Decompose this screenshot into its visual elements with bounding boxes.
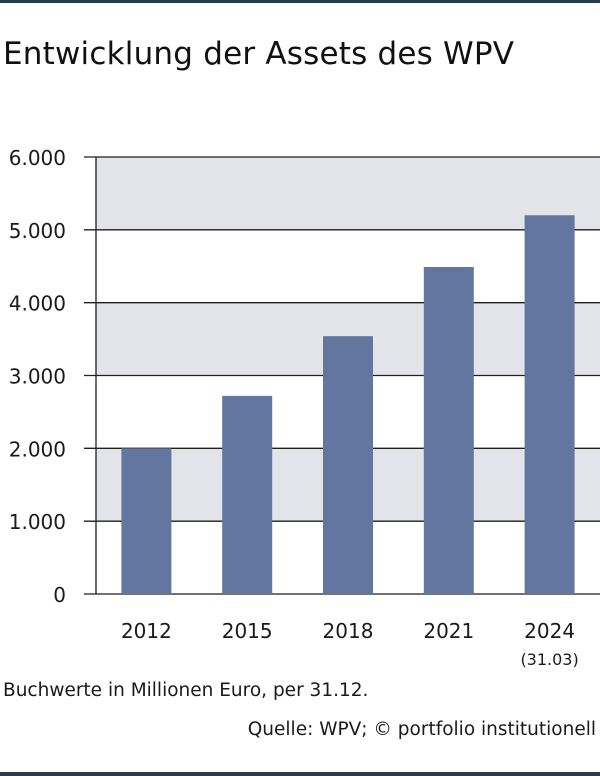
background-band-2 — [96, 157, 600, 230]
bottom-rule — [0, 772, 600, 776]
y-tick-label: 6.000 — [9, 146, 66, 170]
y-tick-label: 3.000 — [9, 365, 66, 389]
chart-title: Entwicklung der Assets des WPV — [3, 36, 515, 72]
x-tick-label: 2018 — [323, 619, 374, 643]
bar-2012 — [121, 448, 172, 594]
y-tick-label: 5.000 — [9, 219, 66, 243]
y-tick-label: 0 — [53, 583, 66, 607]
top-rule — [0, 0, 600, 3]
source-credit: Quelle: WPV; © portfolio institutionell — [247, 719, 596, 740]
x-tick-note: (31.03) — [520, 650, 578, 669]
x-tick-label: 2024 — [524, 619, 575, 643]
y-tick-label: 4.000 — [9, 292, 66, 316]
y-tick-label: 1.000 — [9, 510, 66, 534]
bar-2018 — [323, 336, 373, 594]
bar-2021 — [423, 266, 474, 594]
bar-2024 — [524, 215, 575, 594]
y-tick-label: 2.000 — [9, 437, 66, 461]
x-tick-label: 2015 — [222, 619, 273, 643]
chart-footnote: Buchwerte in Millionen Euro, per 31.12. — [3, 680, 369, 701]
x-tick-label: 2012 — [121, 619, 172, 643]
x-tick-label: 2021 — [423, 619, 474, 643]
bar-2015 — [222, 395, 273, 594]
